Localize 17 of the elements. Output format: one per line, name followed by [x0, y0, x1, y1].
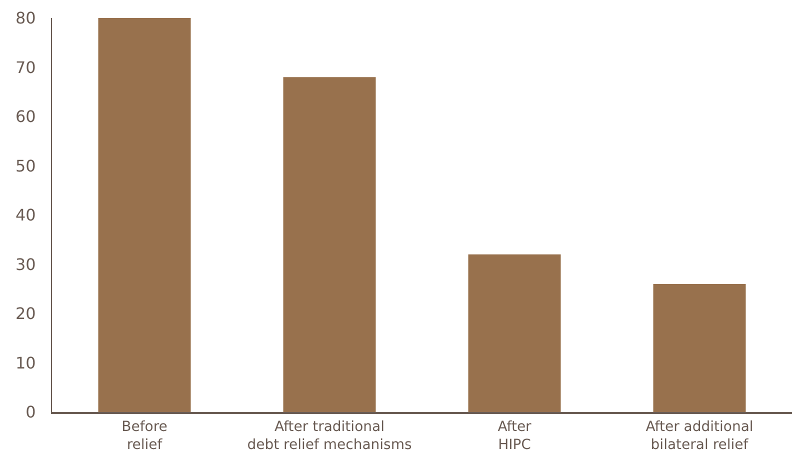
y-tick-label: 20 [15, 304, 36, 324]
y-tick-label: 50 [15, 156, 36, 176]
x-tick-label: After HIPC [498, 418, 532, 453]
bar [98, 18, 191, 412]
y-tick-label: 70 [15, 58, 36, 77]
bar [653, 284, 746, 412]
y-tick-label: 80 [15, 8, 36, 28]
y-tick-label: 0 [26, 402, 36, 422]
y-tick-label: 40 [15, 206, 36, 225]
y-tick-label: 10 [15, 353, 36, 372]
x-tick-label: After additional bilateral relief [646, 418, 754, 453]
y-tick-label: 30 [15, 254, 36, 274]
bar [283, 77, 376, 412]
y-tick-label: 60 [15, 107, 36, 126]
x-tick-label: Before relief [122, 418, 168, 453]
bar [468, 254, 561, 412]
x-tick-label: After traditional debt relief mechanisms [247, 418, 412, 453]
